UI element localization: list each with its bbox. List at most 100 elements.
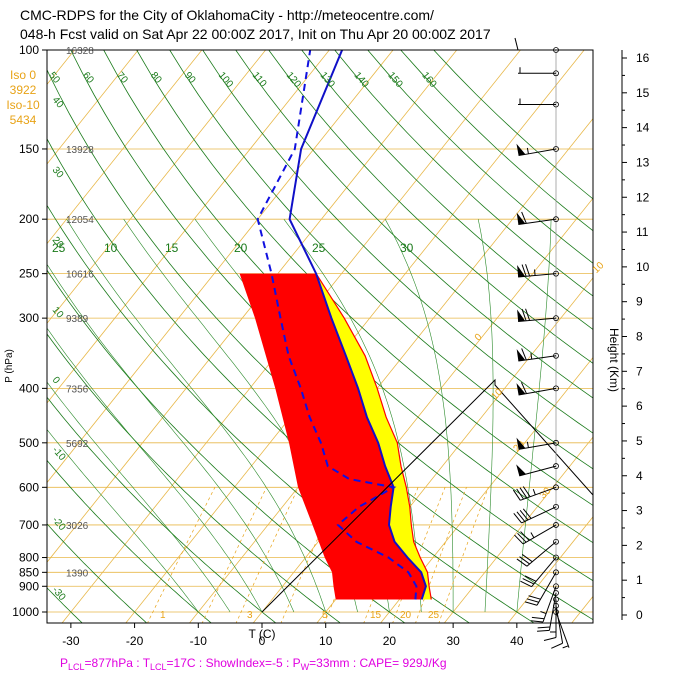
wind-barb <box>516 463 559 477</box>
wind-barb-flag <box>551 642 563 649</box>
height-tick-label: 13 <box>636 155 650 169</box>
wind-barb-station <box>553 583 559 590</box>
wind-barb-flag <box>516 488 524 500</box>
wind-barb <box>516 382 559 396</box>
pressure-tick-label: 850 <box>19 565 39 579</box>
dry-adiabat-line <box>70 50 593 582</box>
wind-barb-shaft <box>518 218 557 225</box>
height-tick-label: 2 <box>636 538 643 552</box>
dry-adiabat-line <box>301 50 593 330</box>
wind-barb-flag <box>522 508 532 519</box>
wind-barb-flag <box>522 578 535 585</box>
wind-barb-pennant <box>516 464 527 476</box>
height-tick-label: 3 <box>636 504 643 518</box>
mixing-ratio-line <box>235 487 299 623</box>
dry-adiabat-line <box>334 50 593 297</box>
parcel-line <box>315 273 432 600</box>
wind-barb-shaft <box>519 465 557 477</box>
geopotential-height-label: 10616 <box>66 270 94 281</box>
mixing-ratio-label: 3 <box>247 610 253 621</box>
pressure-tick-label: 250 <box>19 267 39 281</box>
wind-barb-shaft <box>555 605 564 644</box>
x-axis-label: T (C) <box>248 627 275 641</box>
wind-barb-shaft <box>518 387 557 396</box>
moist-adiabat-line <box>47 327 263 613</box>
wind-barb-flag <box>514 534 524 545</box>
moist-adiabat-label: 15 <box>165 241 179 255</box>
geopotential-height-label: 9389 <box>66 314 89 325</box>
height-tick-label: 7 <box>636 364 643 378</box>
wind-barb-shaft <box>518 317 557 322</box>
isotherm-label: 10 <box>489 386 505 402</box>
pressure-tick-label: 100 <box>19 43 39 57</box>
wind-barb-flag <box>522 486 531 498</box>
wind-barb-half-flag <box>530 353 533 360</box>
axes: 1001502002503004005006007008008509001000… <box>12 43 650 648</box>
wind-barb-shaft <box>526 541 557 567</box>
wind-barb-pennant <box>516 349 526 362</box>
left-side-label: 0 <box>50 375 62 387</box>
dewpoint-line <box>256 50 418 600</box>
isotherm-label: 0 <box>473 332 485 344</box>
wind-barb-pennant <box>516 437 526 450</box>
iso0-value: 3922 <box>10 83 37 97</box>
height-tick-label: 4 <box>636 469 643 483</box>
mixing-ratio-line <box>280 487 341 623</box>
left-side-label: 40 <box>50 95 66 111</box>
dry-adiabat-label: 80 <box>148 70 164 86</box>
geopotential-height-label: 13928 <box>66 145 94 156</box>
geopotential-height-label: 3026 <box>66 521 89 532</box>
isotherm-line <box>47 50 394 484</box>
mixing-ratio-label: 25 <box>428 610 440 621</box>
wind-barb-shaft <box>536 572 557 606</box>
pressure-tick-label: 600 <box>19 480 39 494</box>
mixing-ratio-line <box>201 487 267 623</box>
x-tick-label: 0 <box>259 634 266 648</box>
isotherm-line <box>380 356 593 623</box>
isotherm-line <box>47 50 458 563</box>
wind-barb-flag <box>516 558 528 567</box>
iso0-label: Iso 0 <box>10 68 36 82</box>
wind-barb-flag <box>516 511 526 522</box>
moist-adiabat-line <box>384 219 454 612</box>
wind-barb-half-flag <box>526 147 529 154</box>
wind-barb-shaft <box>518 442 557 450</box>
dry-adiabat-label: 100 <box>216 70 235 90</box>
wind-barb-flag <box>524 601 538 606</box>
height-tick-label: 10 <box>636 260 650 274</box>
moist-adiabat-label: 25 <box>52 241 66 255</box>
wind-barb-half-flag <box>534 269 536 276</box>
wind-barb-station <box>553 503 559 510</box>
wind-barb-pennant <box>516 383 526 395</box>
wind-barb-flag <box>525 308 531 321</box>
iso10-label: Iso-10 <box>6 98 40 112</box>
wind-barb <box>530 583 559 623</box>
wind-barb <box>516 538 559 567</box>
mixing-ratio-label: 20 <box>400 610 412 621</box>
wind-barb-flag <box>521 554 533 563</box>
geopotential-height-label: 1390 <box>66 568 89 579</box>
pressure-tick-label: 150 <box>19 142 39 156</box>
wind-barb-pennant <box>517 264 526 277</box>
dry-adiabat-label: 150 <box>385 70 404 90</box>
isotherm-line <box>47 50 266 324</box>
x-tick-label: 40 <box>510 634 524 648</box>
wind-barb-flag <box>519 510 529 521</box>
x-tick-label: 30 <box>446 634 460 648</box>
wind-barb-shaft <box>518 355 557 362</box>
wind-barb-shaft <box>548 592 557 631</box>
wind-barb <box>513 503 559 524</box>
mixing-ratio-line <box>415 487 467 623</box>
wind-barb-half-flag <box>540 611 547 615</box>
height-tick-label: 14 <box>636 121 650 135</box>
wind-barb-flag <box>543 636 557 641</box>
pressure-tick-label: 1000 <box>12 605 39 619</box>
wind-barb <box>543 596 559 641</box>
height-tick-label: 9 <box>636 295 643 309</box>
height-tick-label: 1 <box>636 573 643 587</box>
geopotential-height-label: 16328 <box>66 46 94 57</box>
wind-barb-flag <box>512 489 521 501</box>
wind-barb <box>517 264 559 278</box>
wind-barb <box>537 590 559 632</box>
dry-adiabat-line <box>169 50 593 470</box>
